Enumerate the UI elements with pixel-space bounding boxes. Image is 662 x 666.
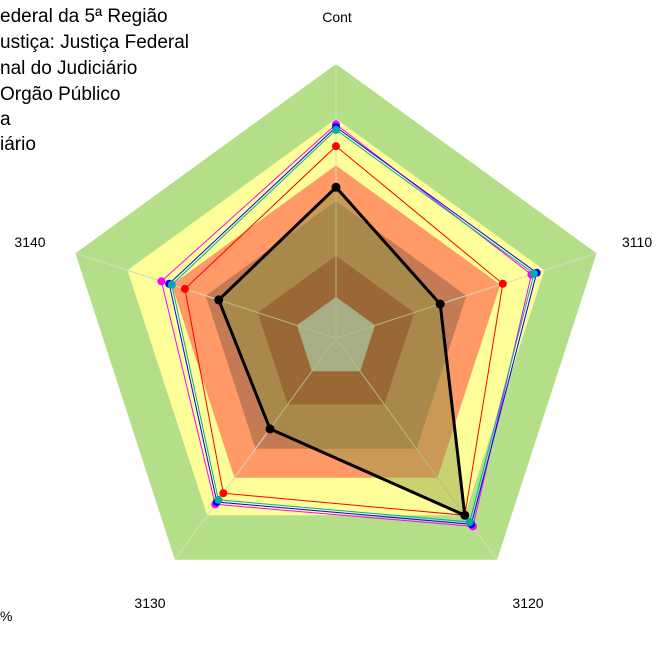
legend-line-4: Orgão Público xyxy=(0,84,120,105)
series-3-point-3 xyxy=(219,489,228,498)
series-line-1 xyxy=(168,126,538,525)
series-4-point-1 xyxy=(435,299,445,309)
axis-label-3110: 3110 xyxy=(622,234,652,250)
series-3-point-0 xyxy=(332,142,340,151)
series-2-point-1 xyxy=(530,269,538,278)
legend: ederal da 5ª Região ustiça: Justiça Fede… xyxy=(0,6,189,155)
series-3-point-1 xyxy=(498,279,507,288)
axis-label-3120: 3120 xyxy=(512,595,543,611)
legend-line-1: ederal da 5ª Região xyxy=(0,6,168,27)
radar-spoke-4 xyxy=(75,252,337,339)
series-2-point-4 xyxy=(167,280,176,289)
series-4-point-0 xyxy=(331,182,341,192)
radar-spoke-3 xyxy=(174,337,337,560)
series-line-0 xyxy=(160,123,532,527)
axis-label-3130: 3130 xyxy=(134,595,165,611)
series-line-3 xyxy=(184,145,504,516)
legend-line-5: a xyxy=(0,109,11,130)
series-2-point-0 xyxy=(332,125,340,134)
series-0-point-4 xyxy=(157,277,166,286)
series-4-point-2 xyxy=(460,510,470,520)
radar-series xyxy=(157,120,541,531)
axis-label-cont: Cont xyxy=(322,9,352,25)
legend-line-6: iário xyxy=(0,134,36,155)
series-2-point-3 xyxy=(214,495,223,504)
radar-spoke-1 xyxy=(335,252,597,339)
series-3-point-4 xyxy=(180,284,189,293)
series-line-4 xyxy=(216,185,467,518)
axis-label-3140: 3140 xyxy=(14,234,45,250)
legend-line-3: nal do Judiciário xyxy=(0,58,137,79)
series-line-2 xyxy=(171,129,535,523)
legend-line-2: ustiça: Justiça Federal xyxy=(0,32,189,53)
series-4-point-4 xyxy=(214,295,224,305)
series-4-point-3 xyxy=(265,424,275,434)
series-2-point-2 xyxy=(465,518,474,526)
footer-percent: % xyxy=(0,608,12,624)
